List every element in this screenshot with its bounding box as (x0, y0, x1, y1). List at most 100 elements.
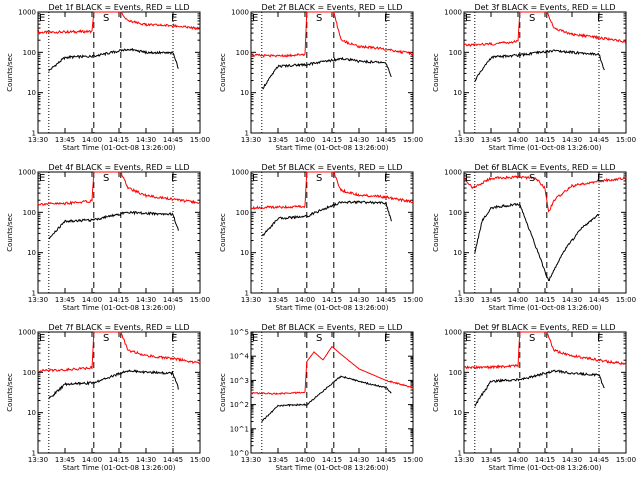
y-axis-label: Counts/sec (6, 53, 14, 92)
e-marker: E (465, 173, 471, 184)
e-marker: E (39, 173, 45, 184)
panel-9: Det 9f BLACK = Events, RED = LLD 1 10 100 10… (432, 323, 636, 472)
y-tick-label: 10 (27, 409, 36, 417)
x-tick-label: 14:45 (589, 296, 609, 304)
x-tick-label: 13:30 (241, 136, 261, 144)
y-axis-label: Counts/sec (432, 53, 440, 92)
panel-6: Det 6f BLACK = Events, RED = LLD 1 10 100 10… (432, 163, 636, 312)
s-marker: S (103, 13, 109, 24)
series-line-black (48, 369, 179, 400)
e-marker: E (39, 13, 45, 24)
y-tick-label: 10^0 (230, 450, 249, 458)
x-tick-label: 14:00 (508, 456, 528, 464)
x-tick-label: 13:30 (454, 456, 474, 464)
e-marker: E (597, 173, 603, 184)
s-marker: S (103, 173, 109, 184)
s-marker: S (529, 13, 535, 24)
x-tick-label: 14:00 (295, 136, 315, 144)
x-tick-label: 14:00 (82, 136, 102, 144)
series-line-black (261, 375, 392, 423)
e-marker: E (171, 173, 177, 184)
y-tick-label: 1000 (231, 9, 249, 17)
x-tick-label: 14:45 (589, 456, 609, 464)
x-tick-label: 14:15 (322, 136, 342, 144)
x-tick-label: 13:30 (28, 136, 48, 144)
e-marker: E (39, 333, 45, 344)
x-tick-label: 13:30 (241, 296, 261, 304)
panel-8: Det 8f BLACK = Events, RED = LLD 10^0 10^1… (219, 323, 423, 472)
y-tick-label: 10 (453, 249, 462, 257)
series-line-red (463, 331, 627, 370)
e-marker: E (465, 13, 471, 24)
x-tick-label: 13:45 (55, 456, 75, 464)
e-marker: E (171, 13, 177, 24)
x-tick-label: 14:45 (376, 456, 396, 464)
x-tick-label: 14:15 (535, 296, 555, 304)
series-line-red (463, 175, 627, 213)
y-tick-label: 10 (240, 249, 249, 257)
y-tick-label: 10^2 (230, 401, 249, 409)
plot-frame (463, 331, 627, 454)
chart-title: Det 4f BLACK = Events, RED = LLD (48, 163, 189, 172)
y-tick-label: 100 (23, 369, 36, 377)
y-tick-label: 1000 (444, 9, 462, 17)
chart-title: Det 5f BLACK = Events, RED = LLD (261, 163, 402, 172)
x-axis-label: Start Time (01-Oct-08 13:26:00) (276, 144, 389, 152)
s-marker: S (316, 173, 322, 184)
y-tick-label: 1 (32, 130, 36, 138)
s-marker: S (529, 173, 535, 184)
panel-7: Det 7f BLACK = Events, RED = LLD 1 10 100 10… (6, 323, 210, 472)
x-tick-label: 13:45 (268, 456, 288, 464)
series-line-red (250, 345, 414, 396)
series-line-black (474, 369, 605, 407)
chart-title: Det 1f BLACK = Events, RED = LLD (48, 3, 189, 12)
x-tick-label: 14:15 (109, 136, 129, 144)
x-tick-label: 15:00 (616, 456, 636, 464)
y-tick-label: 100 (23, 49, 36, 57)
x-axis-label: Start Time (01-Oct-08 13:26:00) (276, 464, 389, 472)
x-tick-label: 13:45 (481, 456, 501, 464)
x-tick-label: 14:15 (109, 296, 129, 304)
chart-title: Det 6f BLACK = Events, RED = LLD (474, 163, 615, 172)
x-tick-label: 14:00 (82, 296, 102, 304)
x-tick-label: 15:00 (190, 456, 210, 464)
x-axis-label: Start Time (01-Oct-08 13:26:00) (63, 464, 176, 472)
series-line-red (463, 11, 627, 48)
series-line-black (48, 47, 179, 72)
e-marker: E (384, 333, 390, 344)
chart-title: Det 2f BLACK = Events, RED = LLD (261, 3, 402, 12)
x-tick-label: 14:45 (589, 136, 609, 144)
series-line-red (37, 11, 201, 35)
panel-4: Det 4f BLACK = Events, RED = LLD 1 10 100 10… (6, 163, 210, 312)
x-axis-label: Start Time (01-Oct-08 13:26:00) (63, 304, 176, 312)
x-tick-label: 14:45 (376, 136, 396, 144)
x-tick-label: 14:00 (508, 296, 528, 304)
x-tick-label: 15:00 (403, 136, 423, 144)
series-line-black (48, 210, 179, 240)
x-tick-label: 15:00 (190, 136, 210, 144)
y-tick-label: 1000 (18, 329, 36, 337)
plot-frame (37, 171, 201, 294)
y-tick-label: 10 (27, 249, 36, 257)
y-tick-label: 1 (458, 450, 462, 458)
series-line-red (38, 331, 201, 373)
y-axis-label: Counts/sec (432, 373, 440, 412)
series-line-red (37, 171, 201, 206)
x-tick-label: 14:15 (535, 456, 555, 464)
e-marker: E (171, 333, 177, 344)
y-tick-label: 1 (32, 450, 36, 458)
e-marker: E (252, 333, 258, 344)
x-tick-label: 13:30 (28, 296, 48, 304)
e-marker: E (597, 333, 603, 344)
e-marker: E (252, 173, 258, 184)
e-marker: E (465, 333, 471, 344)
x-tick-label: 15:00 (190, 296, 210, 304)
x-tick-label: 14:30 (562, 296, 582, 304)
y-tick-label: 100 (236, 209, 249, 217)
x-tick-label: 14:15 (535, 136, 555, 144)
y-tick-label: 1 (458, 130, 462, 138)
x-axis-label: Start Time (01-Oct-08 13:26:00) (489, 304, 602, 312)
panel-5: Det 5f BLACK = Events, RED = LLD 1 10 100 10… (219, 163, 423, 312)
y-tick-label: 100 (23, 209, 36, 217)
x-tick-label: 14:00 (508, 136, 528, 144)
